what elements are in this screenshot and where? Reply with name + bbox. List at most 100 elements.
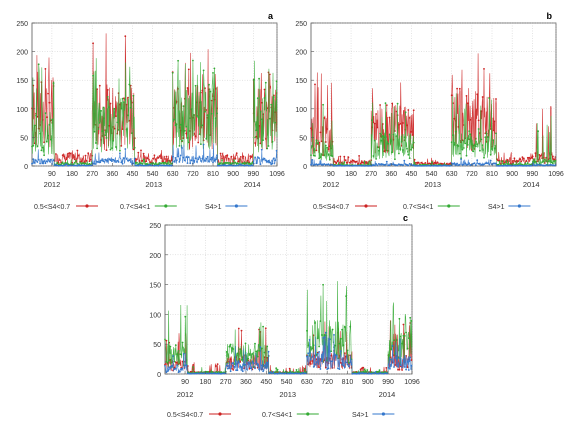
data-point — [97, 128, 100, 130]
data-point — [63, 155, 65, 158]
data-point — [380, 372, 382, 375]
data-point — [546, 164, 549, 167]
data-point — [180, 353, 183, 356]
data-point — [385, 149, 388, 152]
data-point — [100, 159, 102, 162]
y-tick-label: 50 — [299, 135, 307, 142]
data-point — [311, 347, 314, 350]
data-point — [106, 160, 109, 162]
data-point — [262, 139, 264, 142]
data-point — [529, 157, 532, 160]
legend-marker — [447, 204, 451, 208]
data-point — [201, 372, 204, 375]
data-point — [165, 339, 168, 342]
data-point — [229, 358, 232, 361]
data-point — [204, 110, 206, 113]
data-point — [183, 159, 186, 162]
data-point — [495, 132, 497, 135]
data-point — [233, 159, 235, 162]
data-point — [305, 372, 307, 375]
data-point — [109, 102, 112, 105]
data-point — [433, 161, 436, 164]
data-point — [315, 361, 318, 364]
data-point — [213, 67, 216, 70]
data-point — [210, 112, 213, 115]
data-point — [69, 164, 72, 167]
data-point — [481, 96, 484, 98]
data-point — [315, 139, 318, 142]
data-point — [225, 164, 227, 167]
data-point — [394, 357, 397, 359]
data-point — [64, 162, 67, 164]
data-point — [440, 162, 443, 165]
data-point — [370, 372, 373, 375]
data-point — [534, 164, 537, 167]
data-point — [260, 364, 263, 367]
data-point — [318, 345, 320, 348]
data-point — [73, 164, 76, 167]
data-point — [521, 164, 524, 167]
x-tick-label: 720 — [187, 171, 199, 178]
data-point — [363, 368, 366, 371]
data-point — [60, 164, 63, 167]
data-point — [357, 372, 359, 375]
data-point — [260, 347, 263, 350]
y-tick-label: 100 — [16, 107, 28, 114]
data-point — [461, 148, 464, 151]
data-point — [154, 158, 157, 161]
data-point — [174, 367, 177, 370]
data-point — [541, 164, 543, 167]
data-point — [254, 156, 256, 159]
data-point — [235, 369, 238, 372]
data-point — [179, 154, 182, 157]
data-point — [545, 160, 548, 163]
data-point — [92, 42, 94, 45]
data-point — [193, 160, 196, 162]
data-point — [472, 150, 475, 153]
data-point — [554, 159, 557, 162]
data-point — [395, 364, 398, 366]
data-point — [200, 143, 202, 146]
data-point — [132, 94, 135, 97]
data-point — [552, 155, 554, 158]
data-point — [270, 103, 273, 106]
data-point — [32, 144, 35, 147]
data-point — [526, 164, 529, 167]
data-point — [493, 120, 496, 123]
y-tick-label: 100 — [295, 107, 307, 114]
data-point — [359, 372, 362, 375]
data-point — [98, 161, 101, 164]
data-point — [314, 83, 316, 86]
data-point — [387, 164, 390, 167]
data-point — [362, 161, 364, 164]
data-point — [44, 112, 47, 115]
data-point — [403, 366, 406, 368]
data-point — [174, 157, 177, 159]
data-point — [246, 159, 249, 162]
data-point — [316, 142, 319, 145]
data-point — [123, 157, 125, 160]
data-point — [387, 354, 390, 357]
data-point — [306, 355, 308, 358]
data-point — [399, 335, 402, 338]
data-point — [198, 133, 201, 136]
data-point — [381, 372, 384, 375]
data-point — [483, 156, 485, 159]
legend-marker — [364, 204, 368, 208]
data-point — [352, 159, 355, 162]
data-point — [390, 348, 393, 351]
data-point — [170, 162, 173, 165]
data-point — [233, 365, 236, 368]
data-point — [237, 327, 240, 330]
data-point — [145, 163, 148, 165]
data-point — [81, 164, 84, 167]
data-point — [227, 157, 230, 160]
data-point — [355, 160, 358, 163]
data-point — [352, 164, 355, 167]
data-point — [271, 162, 274, 165]
data-point — [345, 295, 347, 297]
data-point — [464, 162, 467, 165]
data-point — [204, 159, 206, 162]
data-point — [453, 162, 456, 165]
data-point — [453, 144, 456, 146]
